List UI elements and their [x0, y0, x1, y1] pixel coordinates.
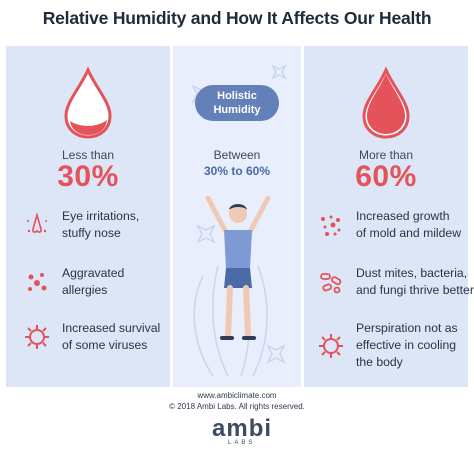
footer-url[interactable]: www.ambiclimate.com: [197, 391, 277, 400]
high-humidity-drop-icon: [362, 66, 410, 139]
right-item-2-line2: and fungi thrive better: [356, 283, 474, 297]
left-item-2: Aggravated allergies: [22, 265, 124, 299]
low-humidity-drop-icon: [64, 66, 112, 139]
badge-line-2: Humidity: [213, 104, 261, 116]
bacteria-icon: [316, 267, 346, 297]
right-item-3: Perspiration not as effective in cooling t…: [316, 320, 458, 371]
virus-icon: [316, 331, 346, 361]
left-item-3-line1: Increased survival: [62, 321, 161, 335]
left-item-1: Eye irritations, stuffy nose: [22, 208, 139, 242]
right-item-2: Dust mites, bacteria, and fungi thrive be…: [316, 265, 474, 299]
right-item-2-line1: Dust mites, bacteria,: [356, 266, 468, 280]
allergen-icon: [22, 267, 52, 297]
badge-line-1: Holistic: [217, 90, 257, 102]
virus-icon: [22, 322, 52, 352]
optimal-humidity-range: 30% to 60%: [203, 164, 271, 178]
optimal-humidity-label: Between: [213, 148, 261, 162]
left-item-3: Increased survival of some viruses: [22, 320, 160, 354]
holistic-humidity-badge: Holistic Humidity: [195, 85, 279, 121]
left-item-1-line2: stuffy nose: [62, 226, 121, 240]
happy-person-icon: [205, 196, 271, 340]
right-item-3-line1: Perspiration not as: [356, 321, 458, 335]
page-title: Relative Humidity and How It Affects Our…: [42, 8, 432, 28]
low-humidity-label: Less than: [61, 148, 115, 162]
high-humidity-value: 60%: [355, 160, 417, 193]
right-item-3-line3: the body: [356, 355, 403, 369]
left-item-2-line1: Aggravated: [62, 266, 125, 280]
right-item-1: Increased growth of mold and mildew: [316, 208, 461, 242]
ambi-logo-sub: LABS: [228, 440, 256, 446]
footer-copyright: © 2018 Ambi Labs. All rights reserved.: [169, 402, 305, 411]
right-item-1-line2: of mold and mildew: [356, 226, 461, 240]
mold-icon: [316, 210, 346, 240]
low-humidity-value: 30%: [57, 160, 119, 193]
right-item-3-line2: effective in cooling: [356, 338, 457, 352]
left-item-1-line1: Eye irritations,: [62, 209, 140, 223]
left-item-3-line2: of some viruses: [62, 338, 148, 352]
high-humidity-label: More than: [358, 148, 414, 162]
right-item-1-line1: Increased growth: [356, 209, 450, 223]
left-item-2-line2: allergies: [62, 283, 108, 297]
nose-icon: [22, 210, 52, 240]
ambi-logo: ambi: [212, 415, 273, 442]
